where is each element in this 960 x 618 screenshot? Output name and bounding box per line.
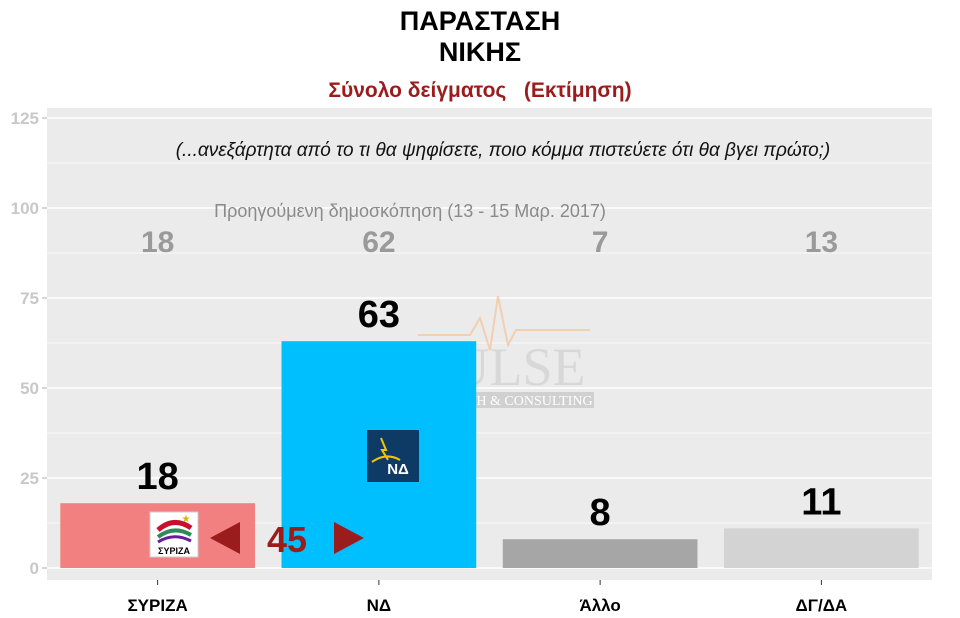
bar-value-label: 63 (358, 294, 400, 336)
previous-poll-label: Προηγούμενη δημοσκόπηση (13 - 15 Μαρ. 20… (214, 201, 606, 221)
syriza-logo-green-stripe (156, 528, 193, 539)
chart-subtitle: Σύνολο δείγματος (Εκτίμηση) (328, 79, 632, 102)
chart-title-line1: ΠΑΡΑΣΤΑΣΗ (399, 6, 561, 36)
plot-panel (47, 108, 932, 580)
arrow-right-icon (334, 522, 364, 554)
nd-logo-text: ΝΔ (387, 461, 409, 478)
bar (724, 528, 919, 568)
nd-logo-swoosh (371, 455, 401, 463)
syriza-logo-red-stripe (156, 520, 193, 532)
previous-value-label: 13 (805, 226, 838, 259)
bar-value-label: 11 (801, 481, 841, 523)
x-tick-label: ΣΥΡΙΖΑ (127, 596, 187, 615)
arrow-left-icon (210, 522, 240, 554)
previous-values: 18 62 7 13 (141, 226, 838, 259)
y-axis: 0 25 50 75 100 125 (11, 109, 47, 578)
nd-logo: ΝΔ (367, 430, 419, 482)
nd-logo-box (367, 430, 419, 482)
y-tick-label: 25 (20, 469, 39, 488)
question-text: (...ανεξάρτητα από το τι θα ψηφίσετε, πο… (176, 140, 831, 161)
x-tick-label: ΔΓ/ΔΑ (796, 596, 848, 615)
y-tick-label: 100 (11, 199, 39, 218)
lead-value: 45 (267, 519, 307, 560)
chart-title-line2: ΝΙΚΗΣ (438, 37, 522, 67)
previous-value-label: 62 (362, 226, 395, 259)
nd-logo-torch-icon (380, 437, 389, 461)
x-axis: ΣΥΡΙΖΑ ΝΔ Άλλο ΔΓ/ΔΑ (127, 580, 847, 615)
y-tick-label: 50 (20, 379, 39, 398)
bar (502, 539, 698, 568)
x-tick-label: Άλλο (579, 596, 620, 615)
watermark-pulse-line (418, 295, 590, 351)
y-tick-label: 75 (20, 289, 39, 308)
syriza-logo-purple-stripe (157, 535, 192, 544)
syriza-logo: ★ ΣΥΡΙΖΑ (149, 511, 199, 558)
y-tick-label: 125 (11, 109, 39, 128)
bar-value-label: 8 (590, 492, 611, 534)
bar-value-label: 18 (136, 456, 178, 498)
previous-value-label: 18 (141, 226, 174, 259)
syriza-logo-text: ΣΥΡΙΖΑ (158, 546, 190, 556)
syriza-logo-star-icon: ★ (182, 514, 191, 525)
x-tick-label: ΝΔ (367, 596, 392, 615)
previous-value-label: 7 (592, 226, 609, 259)
current-values: 18 63 8 11 (136, 294, 841, 534)
y-tick-label: 0 (30, 559, 39, 578)
lead-indicator: 45 (210, 519, 364, 560)
